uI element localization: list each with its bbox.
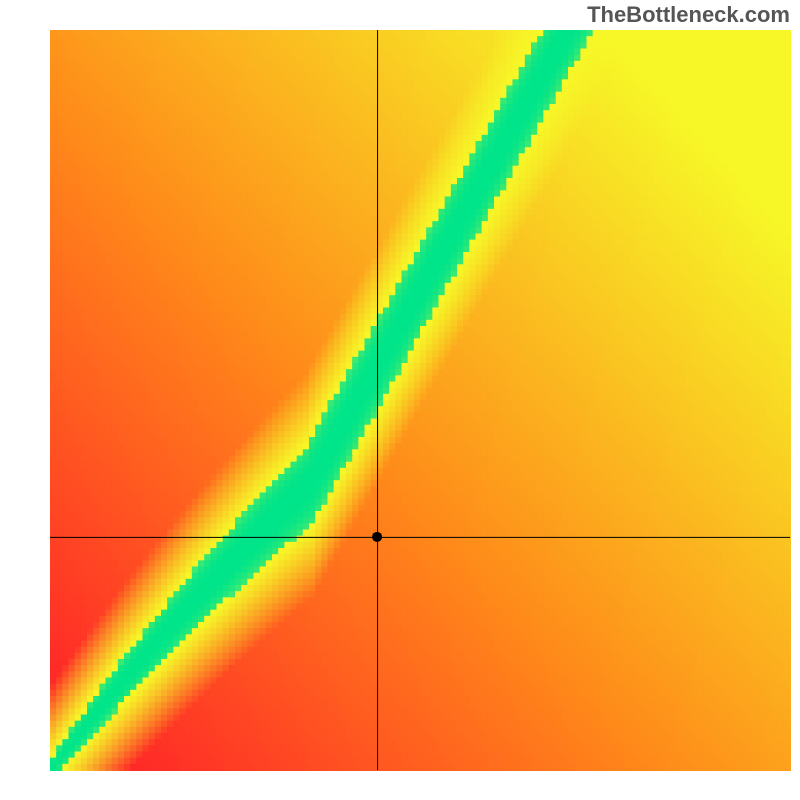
watermark-text: TheBottleneck.com bbox=[587, 2, 790, 28]
heatmap-canvas bbox=[0, 0, 800, 800]
